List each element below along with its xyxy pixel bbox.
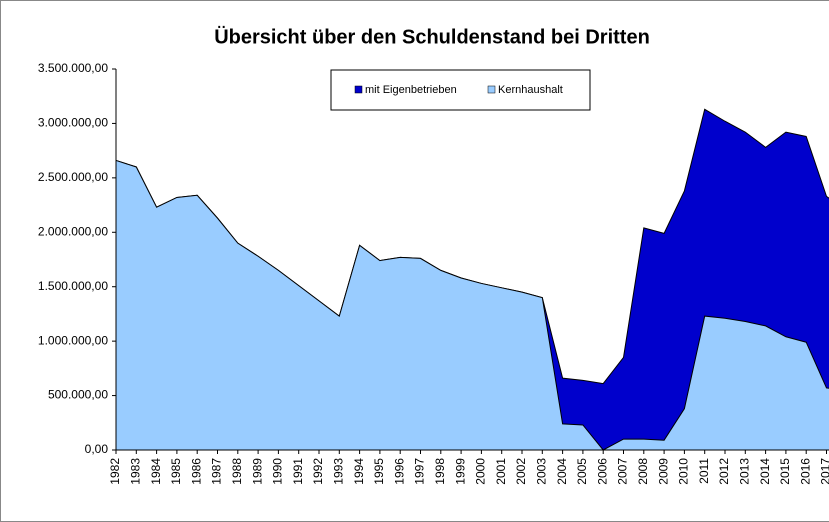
- x-tick-label: 1989: [250, 458, 264, 485]
- y-tick-label: 1.500.000,00: [38, 279, 108, 293]
- y-tick-label: 2.000.000,00: [38, 224, 108, 238]
- x-tick-label: 2000: [474, 458, 488, 485]
- x-tick-label: 1990: [271, 458, 285, 485]
- x-tick-label: 1986: [189, 458, 203, 485]
- x-tick-label: 2011: [697, 458, 711, 484]
- legend-label: mit Eigenbetrieben: [365, 84, 457, 96]
- legend-swatch: [487, 85, 496, 94]
- chart-title: Übersicht über den Schuldenstand bei Dri…: [214, 25, 650, 48]
- x-tick-label: 2006: [595, 458, 609, 485]
- y-tick-label: 3.500.000,00: [38, 61, 108, 75]
- x-tick-label: 1983: [128, 458, 142, 485]
- x-tick-label: 1996: [392, 458, 406, 485]
- x-tick-label: 2009: [656, 458, 670, 485]
- x-tick-label: 2001: [494, 458, 508, 485]
- legend: mit Eigenbetrieben Kernhaushalt: [330, 69, 591, 111]
- legend-swatch: [354, 85, 363, 94]
- x-tick-label: 2010: [677, 458, 691, 485]
- x-tick-label: 2008: [636, 458, 650, 485]
- area-outline: [115, 159, 829, 451]
- x-tick-label: 2013: [737, 458, 751, 485]
- legend-box: [330, 69, 591, 111]
- x-tick-label: 1988: [230, 458, 244, 485]
- x-tick-label: 2005: [575, 458, 589, 485]
- x-tick-label: 1993: [331, 458, 345, 485]
- y-tick-label: 1.000.000,00: [38, 333, 108, 347]
- x-tick-label: 1987: [210, 458, 224, 485]
- x-tick-label: 1984: [149, 458, 163, 485]
- x-tick-label: 2016: [798, 458, 812, 485]
- x-tick-label: 2015: [778, 458, 792, 485]
- x-tick-label: 2014: [758, 458, 772, 485]
- y-tick-label: 3.000.000,00: [38, 116, 108, 130]
- x-tick-label: 1997: [413, 458, 427, 485]
- x-tick-label: 1982: [108, 458, 122, 485]
- x-tick-label: 1995: [372, 458, 386, 485]
- x-tick-label: 2017: [819, 458, 829, 485]
- y-tick-label: 0,00: [85, 442, 109, 456]
- y-tick-label: 500.000,00: [48, 388, 108, 402]
- x-tick-label: 1999: [453, 458, 467, 485]
- x-tick-label: 1985: [169, 458, 183, 485]
- x-tick-label: 2007: [616, 458, 630, 485]
- x-tick-label: 2012: [717, 458, 731, 485]
- x-tick-label: 1991: [291, 458, 305, 485]
- x-tick-label: 1992: [311, 458, 325, 485]
- x-tick-label: 2003: [534, 458, 548, 485]
- x-tick-label: 2002: [514, 458, 528, 485]
- area: [116, 160, 829, 450]
- legend-label: Kernhaushalt: [498, 84, 563, 96]
- x-tick-label: 2004: [555, 458, 569, 485]
- x-tick-label: 1994: [352, 458, 366, 485]
- x-tick-label: 1998: [433, 458, 447, 485]
- y-tick-label: 2.500.000,00: [38, 170, 108, 184]
